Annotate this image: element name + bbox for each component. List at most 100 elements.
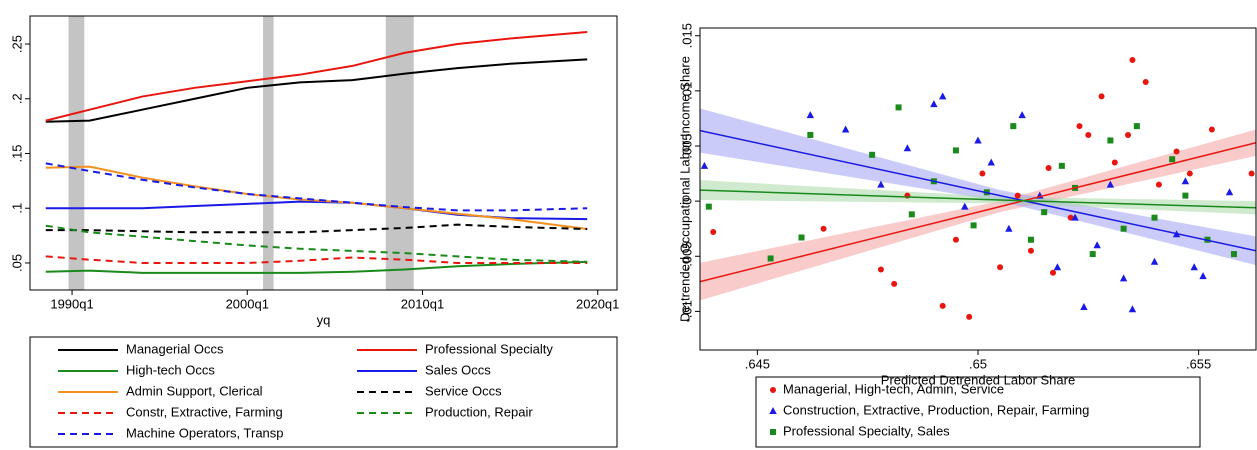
point [1058,162,1065,169]
confidence-band [700,180,1256,215]
series-line [45,30,588,122]
point [700,161,709,169]
legend-marker [770,429,776,435]
x-tick-label: .655 [1186,356,1211,371]
point [1106,180,1115,188]
legend-label: Managerial, High-tech, Admin, Service [783,381,1004,396]
point [1027,247,1034,254]
y-axis-title: De-trended Occupational Labor Income Sha… [677,56,692,322]
point [1230,251,1237,258]
point [1142,79,1149,86]
point [891,280,898,287]
y-tick-label: 0 [679,198,694,205]
x-axis-title: Predicted Detrended Labor Share [881,372,1075,387]
point [1045,165,1052,172]
point [1111,159,1118,166]
point [903,144,912,152]
series-line [45,260,588,274]
confidence-band [700,129,1256,301]
x-axis-title: yq [317,312,331,327]
point [997,264,1004,271]
y-tick-label: .1 [9,203,24,214]
point [1225,188,1234,196]
x-tick-label: .645 [745,356,770,371]
point [1018,111,1026,119]
point [1010,123,1017,130]
y-tick-label: .25 [9,35,24,53]
point [1133,123,1140,130]
y-tick-label: .015 [679,23,694,48]
point [1093,241,1101,249]
point [1027,236,1034,243]
point [1085,131,1092,138]
point [1208,126,1215,133]
point [841,125,850,133]
legend-label: Managerial Occs [126,341,224,356]
point [938,92,947,100]
point [869,151,876,158]
y-tick-label: .005 [679,133,694,158]
point [895,104,902,111]
point [1098,93,1105,100]
point [1190,263,1198,271]
point [1050,269,1057,276]
point [952,147,959,154]
legend-label: Service Occs [425,383,502,398]
point [1014,192,1021,199]
y-tick-label: -.005 [679,241,694,271]
point [1119,274,1128,282]
point [1186,170,1193,177]
point [877,266,884,273]
x-tick-label: 2000q1 [226,296,269,311]
legend-marker [770,387,776,393]
x-tick-label: 2020q1 [576,296,619,311]
point [930,100,938,108]
legend-label: Production, Repair [425,404,533,419]
point [970,222,977,229]
point [1005,224,1013,232]
y-tick-label: .01 [679,82,694,100]
point [1071,213,1079,221]
series-line [45,224,588,263]
plot-area [700,56,1256,320]
fit-line [700,129,1256,252]
fit-line [700,141,1256,283]
point [1053,263,1062,271]
point [1120,225,1127,232]
legend-label: Professional Specialty [425,341,553,356]
y-tick-label: .05 [9,254,24,272]
point [807,131,814,138]
point [1181,177,1190,185]
series-line [45,255,588,264]
legend-label: Admin Support, Clerical [126,383,263,398]
point [1128,305,1137,313]
x-tick-label: .65 [969,356,987,371]
point [710,229,717,236]
point [705,203,712,210]
legend-label: Construction, Extractive, Production, Re… [783,402,1089,417]
legend-label: Sales Occs [425,362,491,377]
point [1089,251,1096,258]
legend-marker [769,407,777,414]
y-tick-label: -.01 [679,300,694,322]
point [939,302,946,309]
legend-label: Professional Specialty, Sales [783,423,950,438]
legend-box [755,376,1201,448]
point [1076,123,1083,130]
point [979,170,986,177]
point [877,180,885,188]
point [952,236,959,243]
point [820,225,827,232]
point [1169,156,1176,163]
point [1182,192,1189,199]
point [1199,272,1207,280]
point [961,202,969,210]
x-tick-label: 1990q1 [50,296,93,311]
x-tick-label: 2010q1 [401,296,444,311]
point [806,111,815,119]
series-line [45,162,588,212]
point [974,136,982,144]
recession-band [263,16,274,290]
point [1107,137,1114,144]
point [1150,257,1159,265]
